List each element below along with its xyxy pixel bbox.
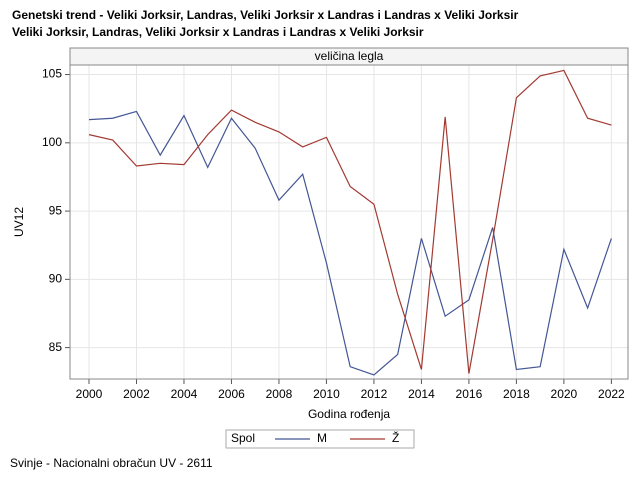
y-tick-label: 90 <box>49 272 63 286</box>
x-tick-label: 2006 <box>218 387 245 401</box>
y-tick-label: 105 <box>42 67 62 81</box>
x-tick-label: 2020 <box>551 387 578 401</box>
x-tick-label: 2004 <box>171 387 198 401</box>
footnote: Svinje - Nacionalni obračun UV - 2611 <box>10 456 213 470</box>
chart-subtitle: Veliki Jorksir, Landras, Veliki Jorksir … <box>12 25 424 39</box>
x-tick-label: 2008 <box>266 387 293 401</box>
series-line <box>88 110 612 376</box>
y-tick-label: 100 <box>42 135 62 149</box>
y-axis-label: UV12 <box>12 207 26 237</box>
x-tick-label: 2022 <box>598 387 625 401</box>
x-tick-label: 2012 <box>361 387 388 401</box>
panel-label: veličina legla <box>315 49 384 63</box>
chart-title: Genetski trend - Veliki Jorksir, Landras… <box>12 8 519 22</box>
x-tick-label: 2014 <box>408 387 435 401</box>
series-line <box>88 69 612 374</box>
legend-label: Ž <box>392 430 399 445</box>
x-axis-label: Godina rođenja <box>308 407 390 421</box>
y-tick-label: 95 <box>49 203 63 217</box>
legend-title: Spol <box>231 431 255 445</box>
y-tick-label: 85 <box>49 340 63 354</box>
x-tick-label: 2000 <box>76 387 103 401</box>
x-tick-label: 2018 <box>503 387 530 401</box>
x-tick-label: 2016 <box>456 387 483 401</box>
plot-frame <box>69 64 629 380</box>
legend-label: M <box>317 431 327 445</box>
x-tick-label: 2010 <box>313 387 340 401</box>
x-tick-label: 2002 <box>123 387 150 401</box>
legend-box <box>225 429 415 449</box>
